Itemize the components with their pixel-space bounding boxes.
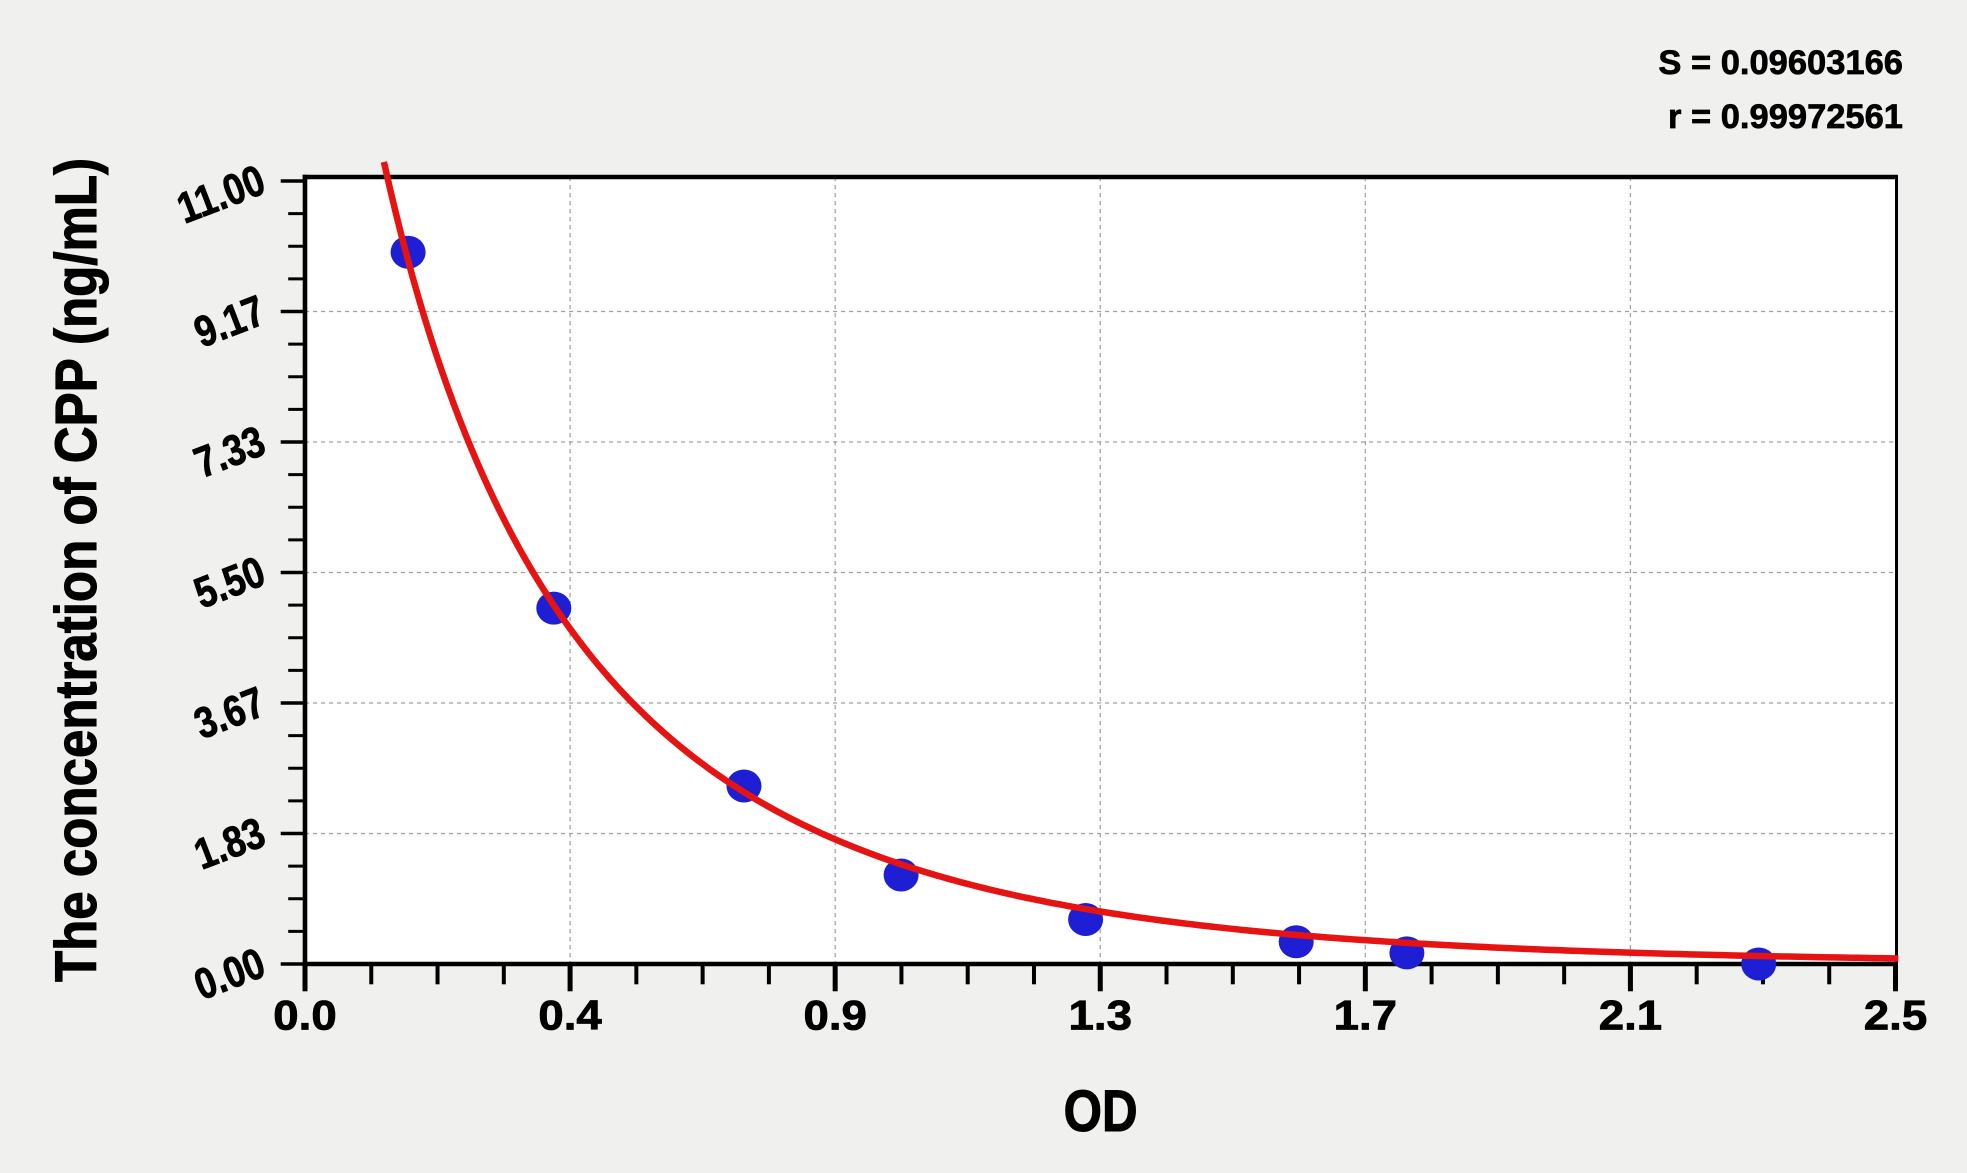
- y-axis-ticks: [280, 179, 305, 966]
- stats-standard-error: S = 0.09603166: [1658, 44, 1903, 82]
- data-point: [1278, 925, 1314, 959]
- x-tick-labels: 0.0 0.4 0.9 1.3 1.7 2.1 2.5: [273, 993, 1928, 1040]
- x-axis-ticks: [302, 964, 1898, 992]
- x-tick-label: 0.0: [273, 993, 336, 1039]
- x-axis-title: OD: [1064, 1079, 1138, 1144]
- horizontal-gridlines: [305, 310, 1897, 835]
- x-tick-label: 0.4: [538, 993, 602, 1039]
- data-point: [1741, 947, 1777, 981]
- x-tick-label: 1.3: [1069, 993, 1132, 1039]
- plot-frame: [302, 174, 1898, 967]
- x-tick-label: 0.9: [803, 993, 866, 1039]
- x-tick-label: 1.7: [1334, 993, 1397, 1039]
- fit-curve: [380, 161, 1899, 962]
- x-tick-label: 2.5: [1864, 993, 1927, 1039]
- y-axis-title: The concentration of CPP (ng/mL): [44, 158, 109, 982]
- x-tick-label: 2.1: [1599, 993, 1662, 1039]
- vertical-gridlines: [569, 177, 1632, 964]
- stats-correlation: r = 0.99972561: [1668, 98, 1903, 136]
